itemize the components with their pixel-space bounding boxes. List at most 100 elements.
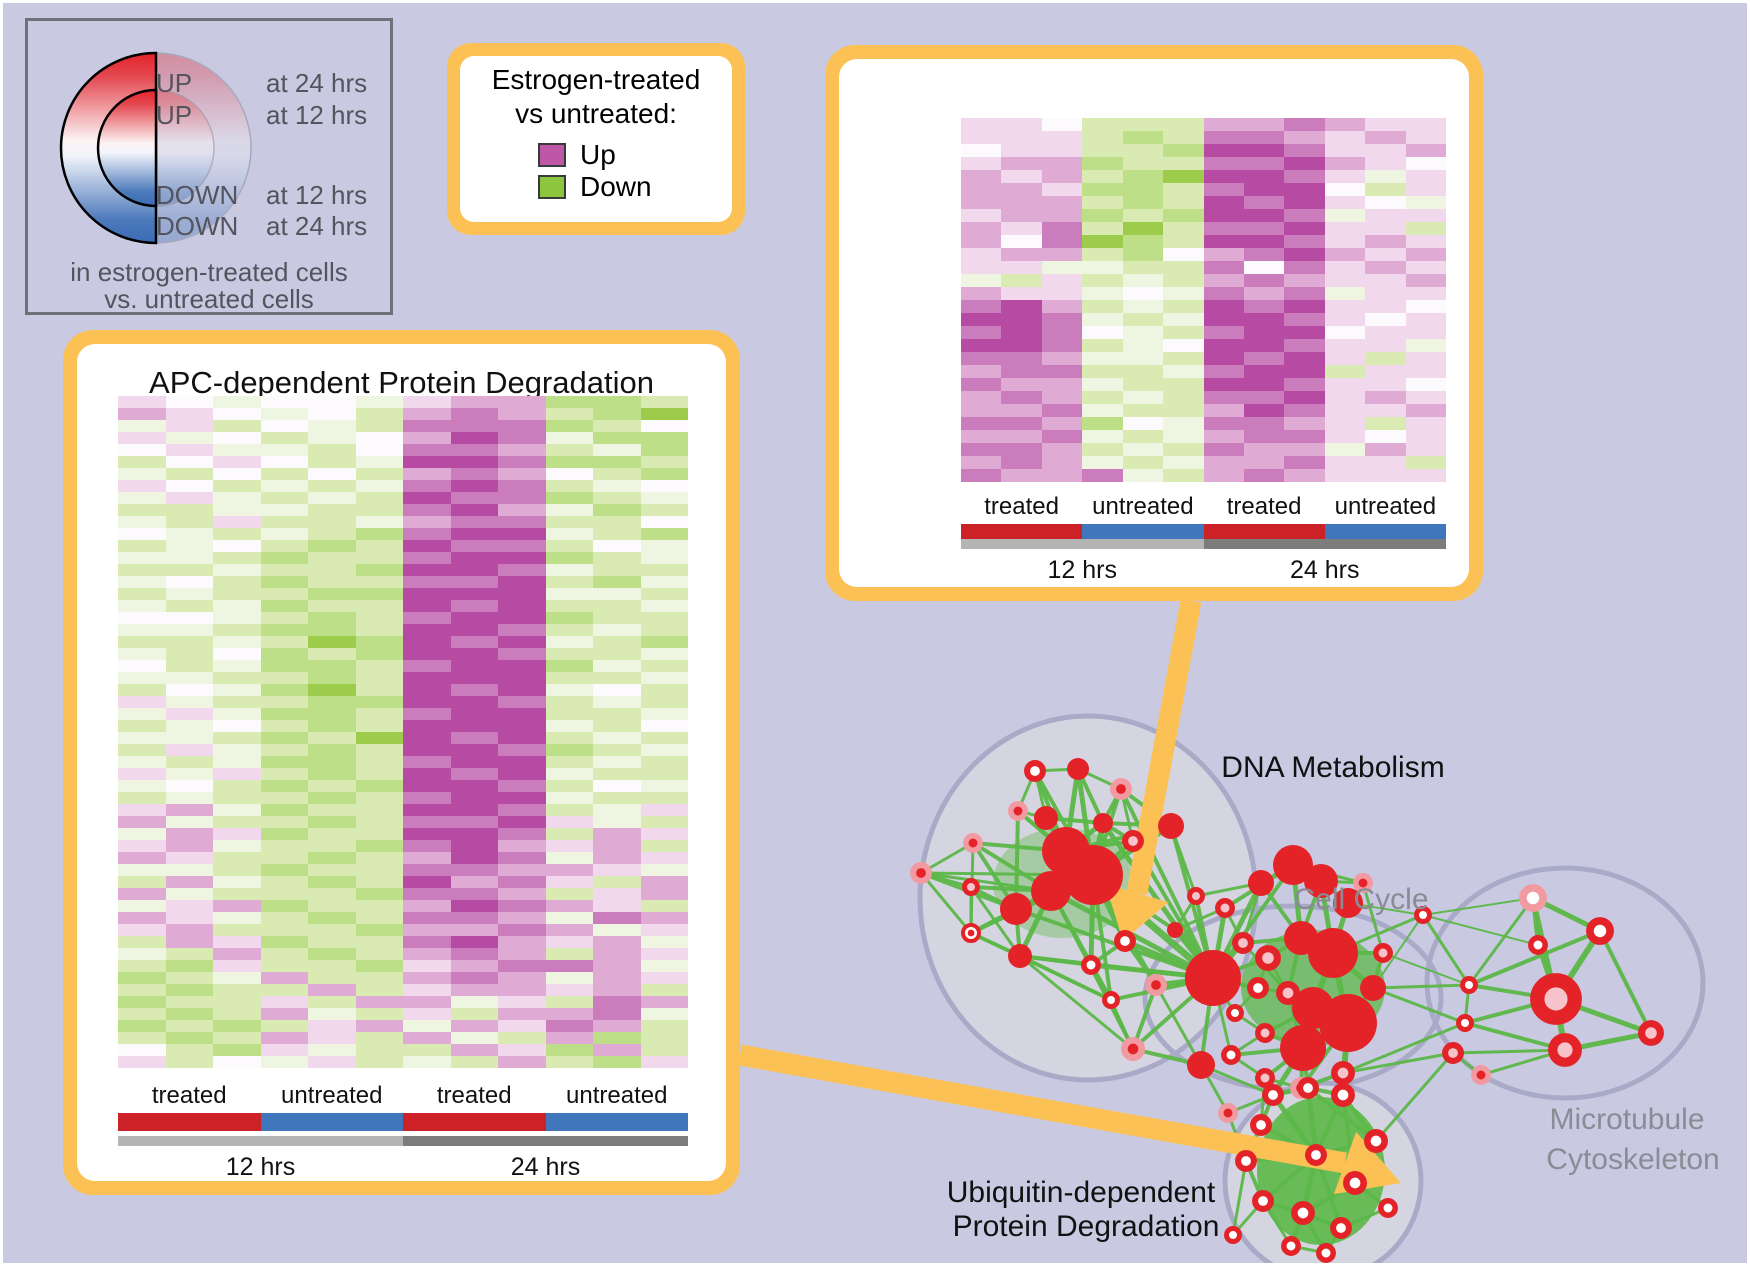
heatmap-row: [118, 948, 688, 960]
network-node-hp: [1110, 778, 1132, 800]
network-node-solid: [1000, 893, 1032, 925]
heatmap-row: [118, 660, 688, 672]
network-node-hp: [1471, 1065, 1491, 1085]
network-edge: [1015, 907, 1214, 980]
heatmap-row: [118, 936, 688, 948]
network-node-w: [1297, 1077, 1319, 1099]
network-edge: [1155, 975, 1214, 988]
heatmap-row: [118, 1044, 688, 1056]
bottom-margin: [3, 1263, 1747, 1276]
heatmap-row: [961, 326, 1447, 339]
network-node-p: [1638, 1020, 1664, 1046]
network-node-solid: [1273, 845, 1313, 885]
network-edge: [1014, 908, 1022, 957]
heatmap-row: [118, 900, 688, 912]
network-edge: [1019, 954, 1112, 1002]
network-edge: [1109, 999, 1135, 1050]
heatmap-row: [118, 756, 688, 768]
network-edge: [1043, 816, 1069, 853]
network-node-solid: [1093, 813, 1113, 833]
heatmap-row: [961, 118, 1447, 131]
network-edge: [1342, 1051, 1454, 1075]
heatmap-row: [118, 744, 688, 756]
condition-group: treated: [118, 1082, 261, 1131]
heatmap-row: [961, 209, 1447, 222]
network-edge: [1264, 1031, 1304, 1050]
network-edge: [1119, 788, 1135, 842]
network-edge: [1259, 1077, 1267, 1126]
heatmap-row: [961, 235, 1447, 248]
heatmap-row: [961, 170, 1447, 183]
network-edge: [1088, 874, 1096, 966]
color-key-title: Estrogen-treated vs untreated:: [491, 64, 701, 129]
network-edge: [1173, 928, 1215, 980]
network-edge: [1342, 1021, 1466, 1075]
heatmap-row: [118, 1008, 688, 1020]
network-edge: [1241, 882, 1263, 944]
heatmap-row: [118, 432, 688, 444]
network-edge: [1223, 907, 1245, 944]
network-node-p: [1232, 932, 1254, 954]
heatmap-row: [961, 352, 1447, 365]
network-edge: [1016, 809, 1095, 877]
network-node-solid: [1360, 975, 1386, 1001]
legend-caption-line1: in estrogen-treated cells: [70, 257, 348, 287]
heatmap-row: [961, 404, 1447, 417]
network-node-solid: [1248, 870, 1274, 896]
heatmap-row: [118, 768, 688, 780]
heatmap-row: [961, 443, 1447, 456]
network-edge: [1468, 929, 1601, 987]
heatmap-row: [118, 888, 688, 900]
network-node-p: [1187, 887, 1205, 905]
network-edge: [1341, 1093, 1378, 1143]
color-swatch: [538, 175, 566, 199]
heatmap-row: [118, 960, 688, 972]
network-edge: [1291, 862, 1323, 884]
network-node-p: [1122, 830, 1144, 852]
network-edge: [1315, 1139, 1377, 1157]
replication-fork-time-bars: 12 hrs 24 hrs: [961, 539, 1446, 585]
network-edge: [1101, 788, 1123, 824]
network-edge: [1353, 1140, 1378, 1184]
network-edge: [1194, 895, 1215, 979]
network-node-p: [1373, 943, 1393, 963]
network-edge: [1266, 936, 1303, 960]
heatmap-row: [118, 408, 688, 420]
cluster-label: Cytoskeleton: [1546, 1143, 1720, 1176]
network-node-p: [1442, 1042, 1464, 1064]
network-edge: [1301, 1020, 1350, 1051]
network-node-w: [1226, 1004, 1244, 1022]
network-edge: [1131, 976, 1215, 1051]
network-edge: [1531, 897, 1540, 946]
network-node-w: [1316, 1243, 1336, 1263]
cluster-label: Protein Degradation: [952, 1210, 1220, 1243]
network-edge: [1553, 929, 1603, 1001]
network-edge: [1300, 1007, 1316, 1049]
network-edge: [969, 886, 1022, 957]
network-edge: [970, 873, 1094, 935]
network-edge: [1154, 984, 1203, 1066]
network-edge: [1014, 810, 1020, 910]
network-edge: [1372, 986, 1466, 1025]
edge-density-blob: [993, 828, 1133, 938]
heatmap-row: [118, 1020, 688, 1032]
network-node-p: [1276, 981, 1300, 1005]
network-edge: [1480, 1048, 1566, 1077]
network-edge: [1089, 964, 1135, 1050]
network-edge: [1091, 874, 1158, 986]
heatmap-row: [118, 468, 688, 480]
network-edge: [1100, 821, 1216, 980]
network-edge: [970, 885, 1052, 893]
apc-panel: APC-dependent Protein Degradation treate…: [63, 330, 740, 1195]
network-edge: [1531, 895, 1602, 934]
replication-fork-heatmap: [961, 118, 1447, 482]
network-node-p: [1255, 1023, 1275, 1043]
condition-group: untreated: [1082, 493, 1204, 542]
heatmap-row: [118, 492, 688, 504]
heatmap-row: [118, 804, 688, 816]
network-edge: [1530, 897, 1559, 1000]
heatmap-row: [118, 732, 688, 744]
network-edge: [920, 871, 1052, 893]
network-edge: [1231, 1200, 1265, 1236]
network-edge: [1302, 1181, 1356, 1215]
